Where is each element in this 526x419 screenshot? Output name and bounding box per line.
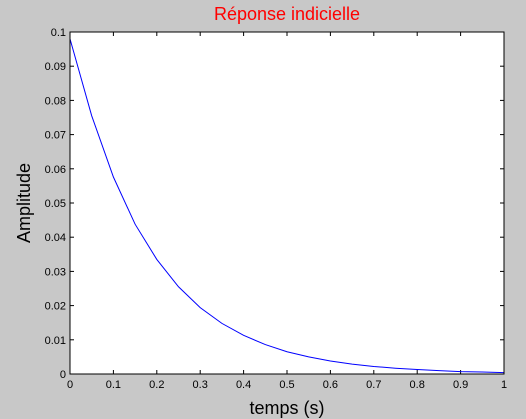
x-tick-label: 0.2 [149, 379, 164, 391]
x-tick-label: 0.9 [453, 379, 468, 391]
y-tick-label: 0.09 [45, 61, 66, 73]
x-tick-label: 0.3 [193, 379, 208, 391]
y-tick-label: 0.04 [45, 232, 66, 244]
y-tick-label: 0.01 [45, 335, 66, 347]
x-tick-label: 0.6 [323, 379, 338, 391]
x-tick-label: 0.5 [279, 379, 294, 391]
x-tick-label: 0.8 [410, 379, 425, 391]
y-tick-label: 0.02 [45, 301, 66, 313]
y-tick-label: 0.1 [51, 27, 66, 39]
x-tick-label: 0.1 [106, 379, 121, 391]
y-tick-label: 0.08 [45, 95, 66, 107]
y-tick-label: 0.03 [45, 266, 66, 278]
y-tick-label: 0 [60, 369, 66, 381]
y-tick-label: 0.06 [45, 164, 66, 176]
axes-box [69, 31, 505, 375]
x-axis-label: temps (s) [249, 398, 324, 418]
series-layer [69, 38, 505, 374]
x-tick-label: 0.7 [366, 379, 381, 391]
series-line [69, 38, 505, 374]
chart-title: Réponse indicielle [214, 4, 360, 24]
y-tick-label: 0.07 [45, 130, 66, 142]
tick-group: 0 0.1 0.2 0.3 0.4 0.5 0.6 0.7 0.8 0.9 1 0 0.01 0.02 0.… [45, 27, 507, 391]
axes-background [70, 32, 504, 374]
x-tick-label: 1 [501, 379, 507, 391]
x-tick-label: 0 [67, 379, 73, 391]
y-tick-label: 0.05 [45, 198, 66, 210]
x-tick-label: 0.4 [236, 379, 251, 391]
y-axis-label: Amplitude [14, 163, 34, 243]
